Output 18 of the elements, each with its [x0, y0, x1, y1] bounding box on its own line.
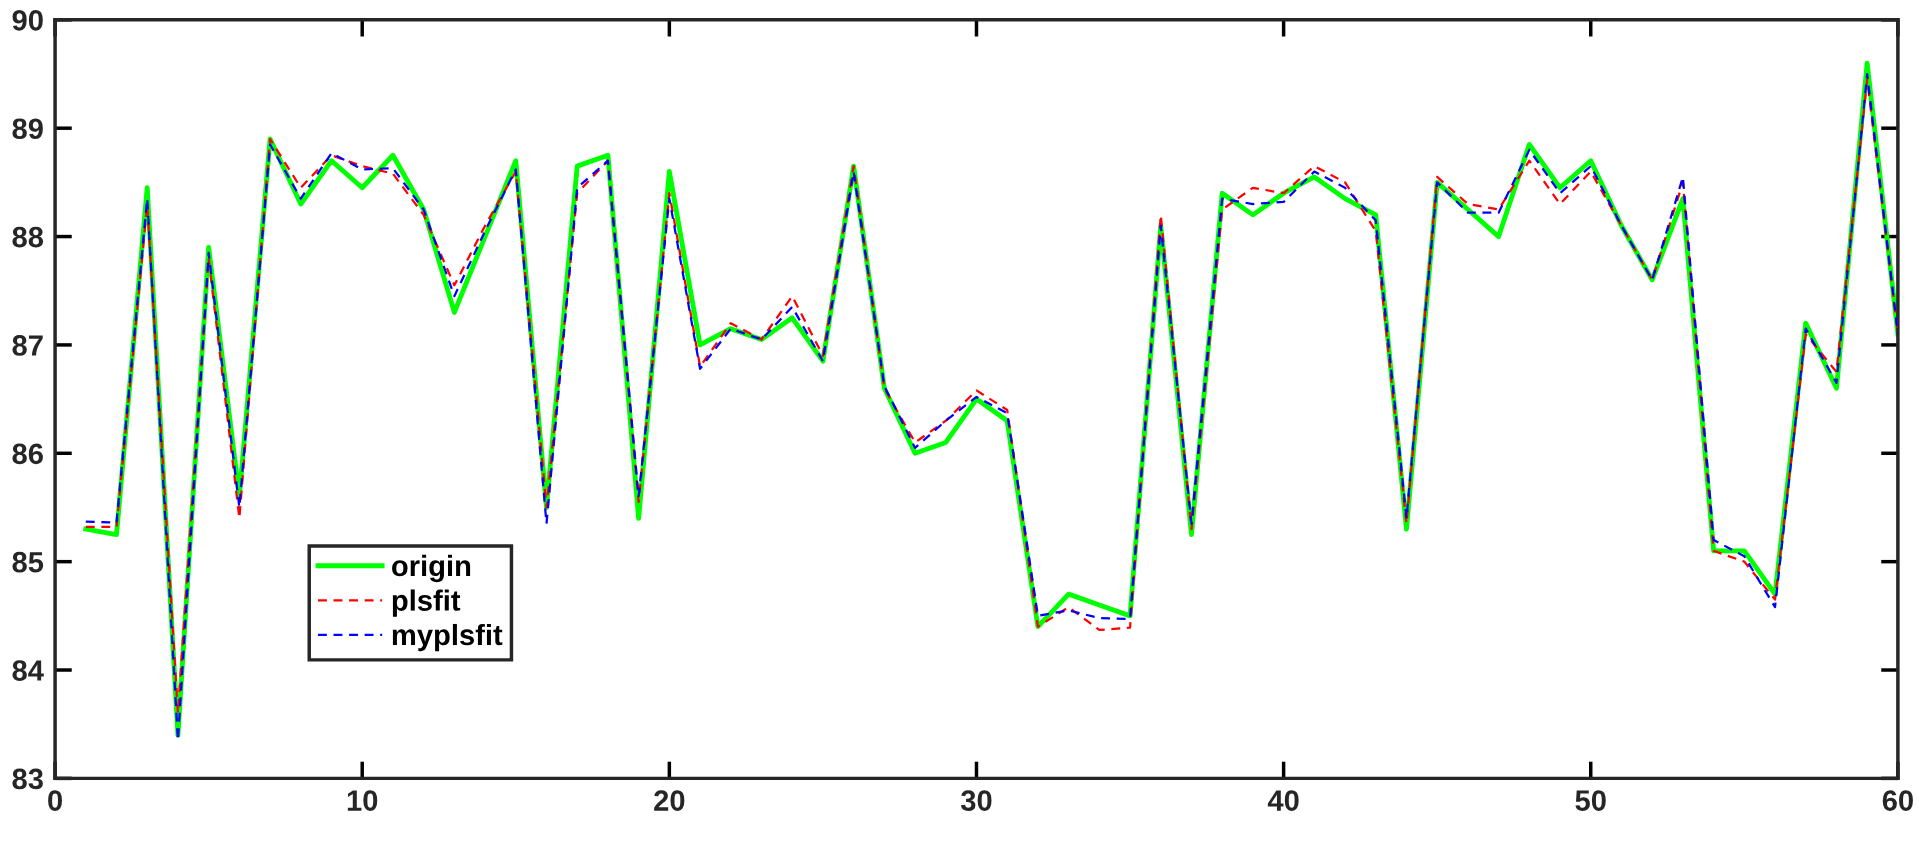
y-tick-label: 88	[12, 226, 44, 248]
x-tick-label: 40	[1267, 790, 1299, 811]
x-tick-label: 0	[48, 790, 62, 811]
legend-label: origin	[392, 554, 471, 583]
legend-label: myplsfit	[392, 623, 503, 652]
y-tick-label: 83	[12, 768, 43, 790]
legend-label: plsfit	[392, 589, 461, 617]
y-tick-label: 84	[12, 660, 44, 681]
x-tick-label: 50	[1575, 790, 1606, 811]
y-tick-label: 85	[12, 551, 44, 573]
x-tick-label: 20	[654, 790, 685, 811]
y-tick-label: 90	[12, 10, 43, 31]
y-tick-label: 86	[12, 443, 43, 465]
x-tick-label: 30	[960, 790, 992, 811]
y-tick-label: 87	[12, 335, 43, 356]
x-tick-label: 60	[1882, 790, 1913, 811]
y-tick-label: 89	[12, 118, 43, 140]
x-tick-label: 10	[347, 790, 378, 811]
